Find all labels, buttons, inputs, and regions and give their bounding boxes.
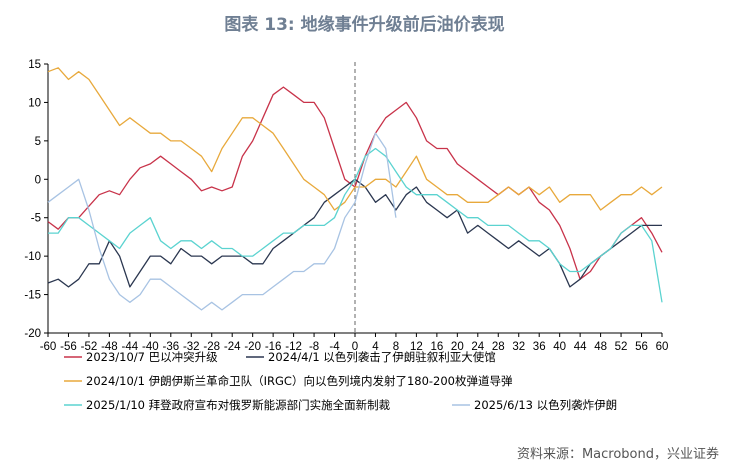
x-tick-label: -60 (40, 341, 57, 353)
x-tick-label: 40 (553, 341, 566, 353)
x-tick-label: -4 (329, 341, 340, 353)
x-tick-label: 8 (393, 341, 399, 353)
x-tick-label: -32 (183, 341, 200, 353)
y-tick-label: 10 (28, 97, 41, 109)
x-tick-label: -48 (101, 341, 118, 353)
legend-label-4: 2025/1/10 拜登政府宣布对俄罗斯能源部门实施全面新制裁 (86, 398, 391, 412)
x-tick-label: -52 (81, 341, 98, 353)
x-tick-label: 20 (451, 341, 464, 353)
x-tick-label: 0 (352, 341, 358, 353)
legend: 2023/10/7 巴以冲突升级 2024/4/1 以色列袭击了伊朗驻叙利亚大使馆… (64, 350, 617, 412)
x-tick-label: -12 (285, 341, 302, 353)
legend-label-2: 2024/4/1 以色列袭击了伊朗驻叙利亚大使馆 (268, 350, 496, 364)
x-tick-label: -44 (122, 341, 139, 353)
x-tick-label: 60 (656, 341, 669, 353)
x-tick-label: 24 (471, 341, 484, 353)
x-tick-label: 28 (492, 341, 505, 353)
x-tick-label: 16 (430, 341, 443, 353)
x-tick-label: 56 (635, 341, 648, 353)
x-tick-label: -56 (60, 341, 77, 353)
series-line-4 (48, 147, 663, 303)
x-tick-label: 36 (533, 341, 546, 353)
x-tick-label: 48 (594, 341, 607, 353)
source-note: 资料来源：Macrobond，兴业证券 (516, 447, 719, 462)
y-tick-label: -20 (24, 328, 41, 340)
x-tick-label: -40 (142, 341, 159, 353)
x-tick-label: 52 (615, 341, 628, 353)
chart-title: 图表 13: 地缘事件升级前后油价表现 (224, 15, 505, 35)
legend-label-1: 2023/10/7 巴以冲突升级 (86, 350, 218, 364)
x-tick-label: -28 (203, 341, 220, 353)
x-tick-label: 12 (410, 341, 423, 353)
x-tick-label: -36 (162, 341, 179, 353)
y-tick-label: 15 (28, 59, 41, 71)
series-layer (47, 67, 663, 311)
x-tick-label: -24 (224, 341, 241, 353)
legend-label-3: 2024/10/1 伊朗伊斯兰革命卫队（IRGC）向以色列境内发射了180-20… (86, 374, 513, 388)
legend-label-5: 2025/6/13 以色列袭炸伊朗 (474, 398, 617, 412)
x-tick-label: -8 (309, 341, 319, 353)
y-tick-label: 0 (35, 174, 41, 186)
x-tick-label: 4 (372, 341, 379, 353)
y-tick-label: 5 (35, 136, 41, 148)
x-tick-label: -16 (265, 341, 282, 353)
series-line-3 (47, 67, 663, 211)
x-tick-label: -20 (244, 341, 261, 353)
y-tick-label: -10 (24, 251, 41, 263)
x-tick-label: 32 (512, 341, 525, 353)
y-tick-label: -15 (24, 290, 41, 302)
series-line-5 (47, 132, 397, 311)
y-tick-label: -5 (31, 213, 41, 225)
x-tick-label: 44 (574, 341, 587, 353)
